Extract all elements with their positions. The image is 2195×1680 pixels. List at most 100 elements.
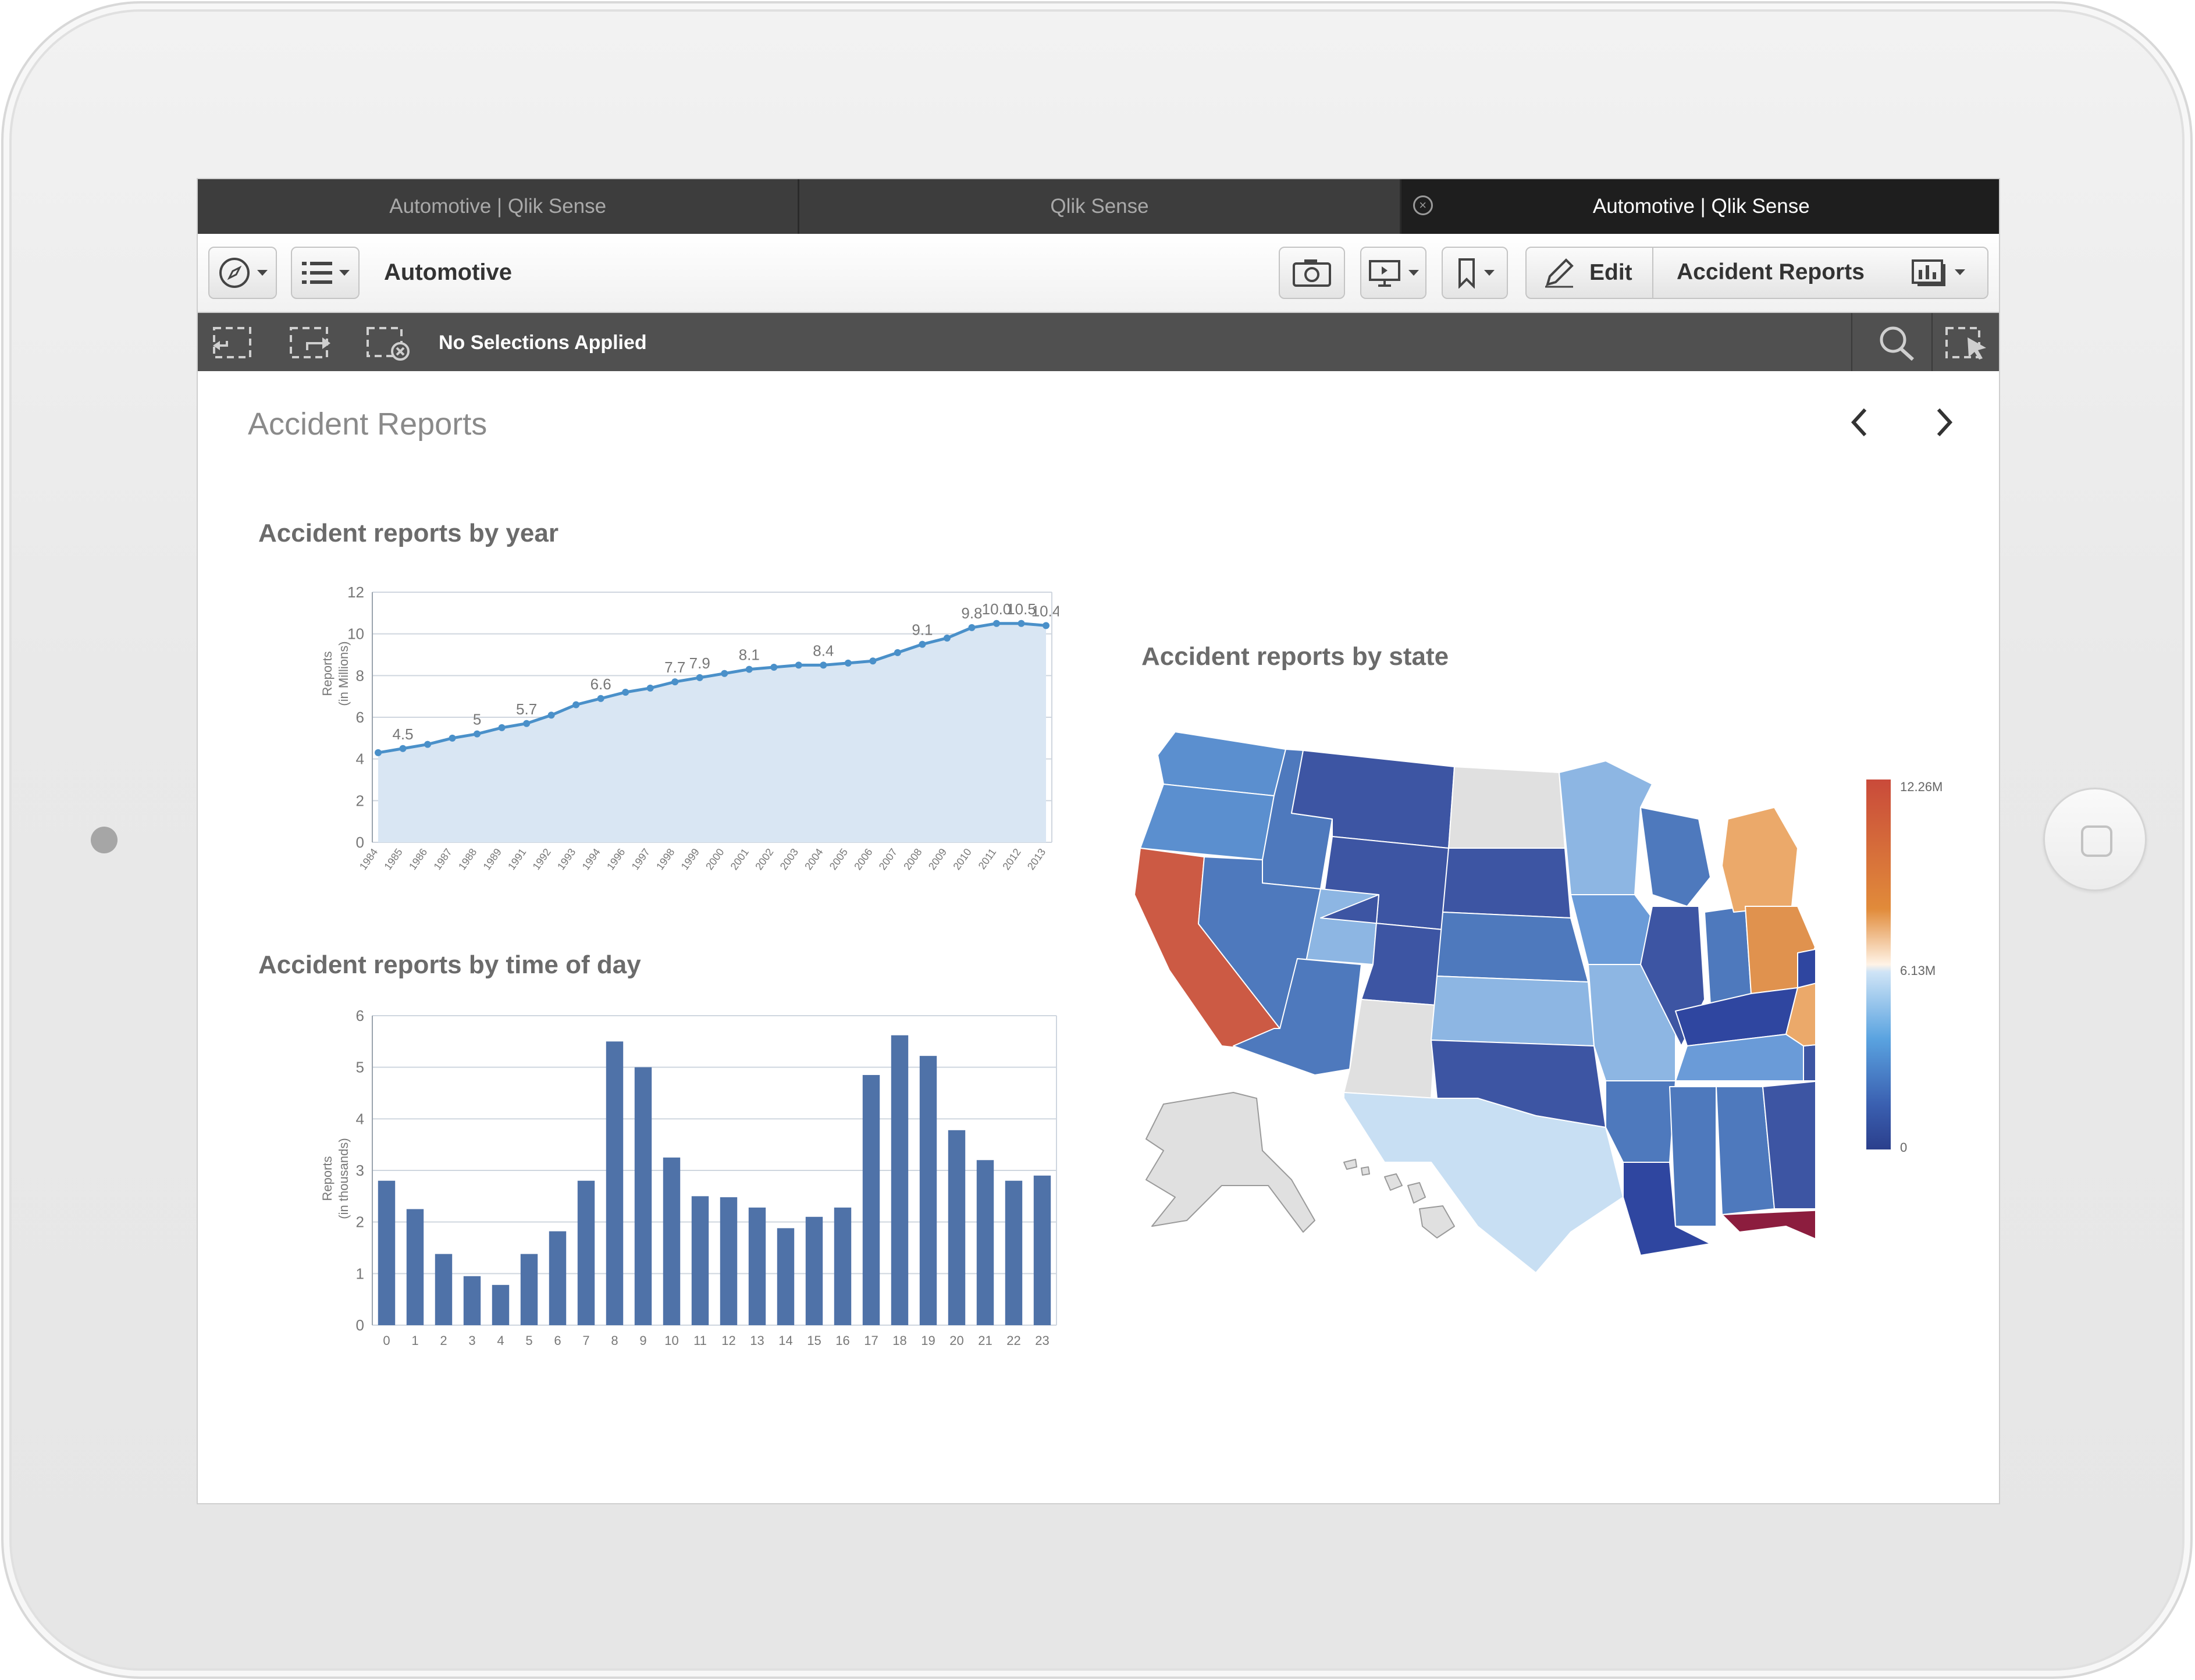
year-point[interactable] [375, 749, 382, 756]
year-point[interactable] [498, 724, 506, 731]
time-bar[interactable] [1005, 1180, 1023, 1325]
bookmark-button[interactable] [1442, 247, 1508, 299]
state-hawaii[interactable] [1343, 1159, 1455, 1238]
selections-tool-icon[interactable] [1942, 325, 1994, 361]
year-point[interactable] [1018, 620, 1025, 627]
story-button[interactable] [1360, 247, 1426, 299]
time-bar[interactable] [606, 1041, 624, 1325]
year-x-tick: 2011 [976, 846, 999, 871]
year-point[interactable] [523, 720, 531, 727]
year-point[interactable] [721, 670, 728, 677]
state-indiana[interactable] [1704, 906, 1752, 1006]
state-south-dakota[interactable] [1442, 848, 1571, 919]
time-bar[interactable] [634, 1067, 652, 1325]
state-kansas[interactable] [1431, 976, 1595, 1047]
state-michigan[interactable] [1721, 807, 1798, 913]
sheet-selector[interactable]: Accident Reports [1677, 259, 1865, 285]
time-bar[interactable] [406, 1209, 424, 1326]
time-bar[interactable] [577, 1180, 595, 1325]
snapshot-button[interactable] [1279, 247, 1345, 299]
sheets-menu-button[interactable] [1911, 256, 1965, 289]
year-point[interactable] [943, 634, 951, 642]
time-bar[interactable] [492, 1284, 510, 1325]
year-point[interactable] [1043, 622, 1050, 629]
year-point[interactable] [696, 674, 703, 681]
state-florida[interactable] [1721, 1209, 1815, 1302]
legend-mid: 6.13M [1900, 963, 1936, 978]
state-west-virginia[interactable] [1797, 947, 1815, 988]
time-bar[interactable] [663, 1157, 681, 1325]
time-bar[interactable] [549, 1231, 567, 1325]
state-mississippi[interactable] [1669, 1086, 1717, 1227]
year-point[interactable] [474, 730, 481, 738]
time-bar[interactable] [435, 1254, 453, 1325]
state-alaska[interactable] [1145, 1092, 1315, 1233]
global-menu-button[interactable] [291, 247, 360, 299]
time-bar[interactable] [378, 1180, 396, 1325]
year-point[interactable] [745, 665, 753, 673]
tab-qlik-sense[interactable]: Qlik Sense [799, 179, 1401, 234]
time-bar[interactable] [520, 1254, 538, 1325]
year-point[interactable] [646, 684, 654, 692]
state-oregon[interactable] [1140, 784, 1275, 860]
year-point[interactable] [547, 711, 555, 719]
year-point[interactable] [844, 659, 852, 667]
state-north-carolina[interactable] [1803, 1034, 1815, 1081]
tab-automotive-1[interactable]: Automotive | Qlik Sense [198, 179, 800, 234]
time-bar[interactable] [691, 1196, 709, 1325]
year-point[interactable] [869, 657, 877, 665]
year-point[interactable] [671, 678, 679, 686]
step-forward-icon[interactable] [286, 325, 339, 361]
time-bar[interactable] [919, 1056, 937, 1325]
state-georgia[interactable] [1762, 1080, 1815, 1209]
search-icon[interactable] [1877, 325, 1917, 361]
time-bar[interactable] [891, 1035, 909, 1325]
state-texas[interactable] [1343, 1092, 1624, 1273]
step-back-icon[interactable] [209, 325, 262, 361]
time-bar[interactable] [1033, 1175, 1051, 1325]
us-state-map[interactable] [1129, 720, 1815, 1302]
year-point[interactable] [770, 664, 778, 671]
state-new-mexico[interactable] [1343, 999, 1438, 1099]
time-bar[interactable] [777, 1228, 795, 1325]
year-point[interactable] [597, 695, 604, 702]
next-sheet-icon[interactable] [1927, 399, 1962, 446]
state-minnesota[interactable] [1559, 760, 1653, 895]
time-bar[interactable] [948, 1130, 966, 1325]
state-wisconsin[interactable] [1640, 807, 1711, 907]
previous-sheet-icon[interactable] [1842, 399, 1877, 446]
time-bar[interactable] [805, 1216, 823, 1325]
clear-selections-icon[interactable] [363, 325, 415, 361]
tab-automotive-active[interactable]: × Automotive | Qlik Sense [1401, 179, 1999, 234]
year-point[interactable] [795, 661, 802, 669]
year-point[interactable] [894, 649, 901, 656]
home-button[interactable] [2043, 788, 2147, 891]
state-arizona[interactable] [1233, 958, 1362, 1076]
navigation-menu-button[interactable] [208, 247, 277, 299]
year-point[interactable] [424, 741, 432, 748]
state-nebraska[interactable] [1436, 912, 1589, 983]
year-point[interactable] [820, 661, 827, 669]
time-bar[interactable] [976, 1160, 994, 1325]
year-point[interactable] [572, 701, 580, 709]
time-bar[interactable] [748, 1207, 766, 1325]
time-bar[interactable] [834, 1207, 852, 1325]
state-arkansas[interactable] [1605, 1080, 1676, 1163]
time-bar[interactable] [720, 1197, 738, 1325]
state-iowa[interactable] [1570, 894, 1653, 965]
time-bar[interactable] [463, 1276, 481, 1325]
state-north-dakota[interactable] [1448, 766, 1566, 849]
year-point[interactable] [992, 620, 1000, 627]
year-point[interactable] [399, 745, 407, 752]
year-point[interactable] [919, 640, 926, 648]
year-point[interactable] [622, 689, 629, 696]
state-louisiana[interactable] [1623, 1162, 1711, 1256]
state-virginia[interactable] [1785, 976, 1815, 1047]
year-point[interactable] [449, 734, 456, 742]
year-chart[interactable]: Reports (in Millions) 0 2 4 6 8 10 12 4.5 5 5.7 6.… [256, 563, 1059, 877]
close-tab-icon[interactable]: × [1413, 195, 1433, 215]
edit-button[interactable]: Edit [1527, 257, 1655, 289]
time-bar[interactable] [862, 1074, 880, 1325]
year-point[interactable] [968, 624, 976, 631]
